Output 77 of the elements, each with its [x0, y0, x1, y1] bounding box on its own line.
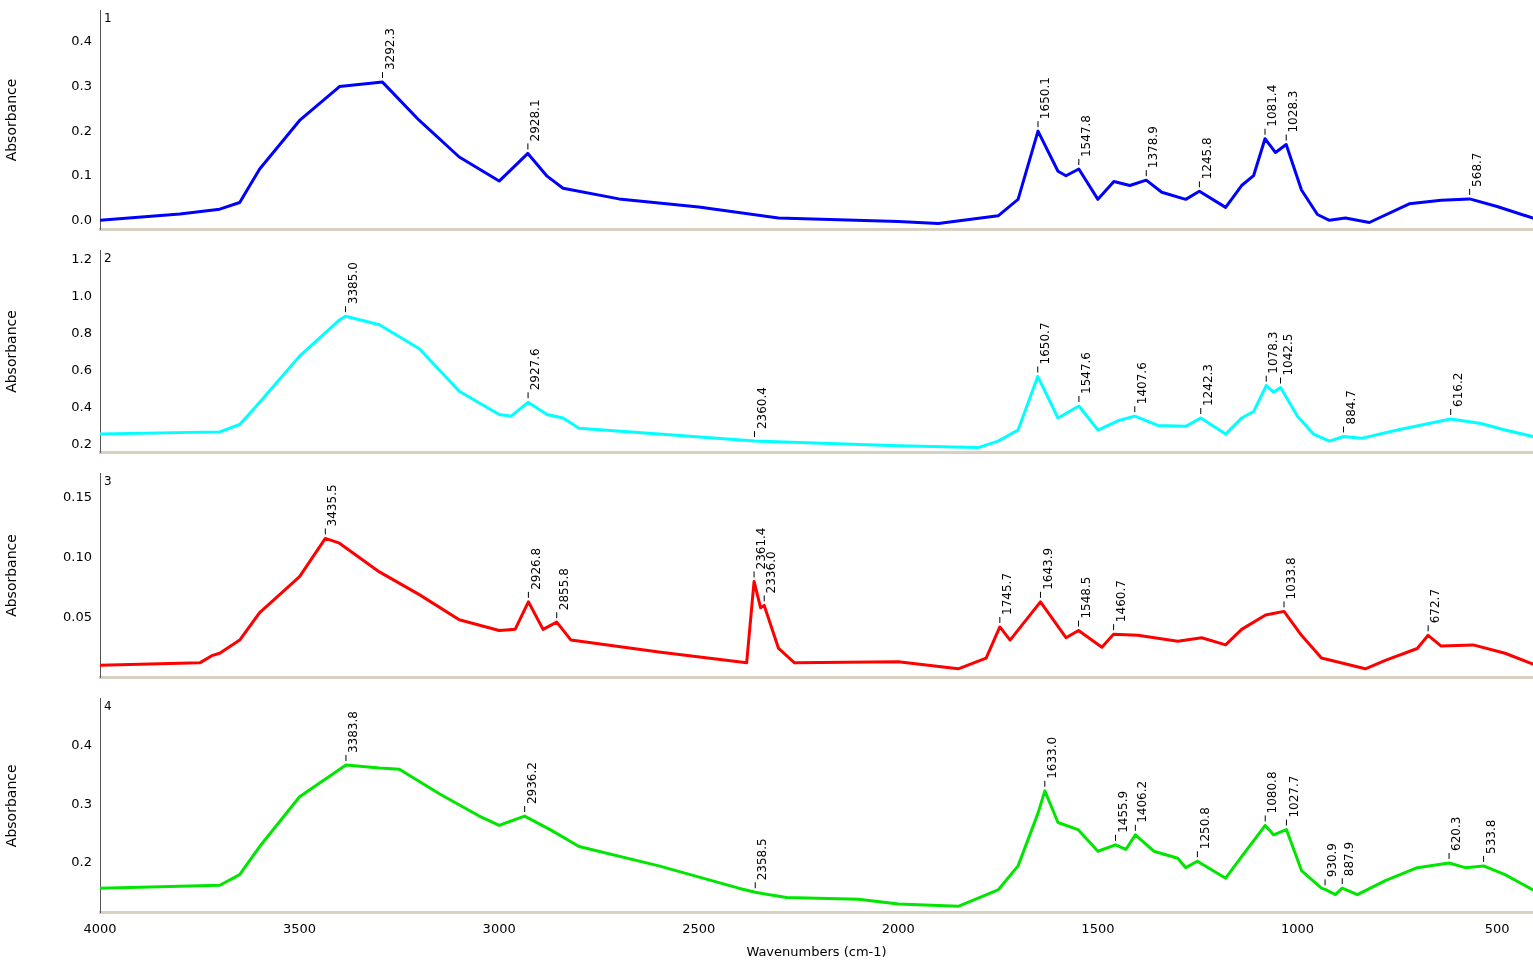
annotation: 3383.8 [346, 711, 361, 754]
y-tick-label: 0.8 [71, 325, 92, 341]
annotation: 1407.6 [1134, 362, 1149, 405]
y-tick-label: 0.2 [71, 436, 92, 452]
annotation: 2360.4 [754, 387, 769, 430]
annotation: 1042.5 [1280, 333, 1295, 376]
y-tick-label: 0.4 [71, 399, 92, 415]
annotation: 2926.8 [528, 547, 543, 590]
annotation: 1406.2 [1135, 780, 1150, 823]
y-axis-title: Absorbance [3, 310, 20, 393]
annotation: 1242.3 [1200, 364, 1215, 407]
annotation: 2928.1 [527, 99, 542, 142]
y-tick-label: 0.4 [71, 33, 92, 49]
y-tick-label: 0.3 [71, 795, 92, 811]
y-tick-label: 0.2 [71, 122, 92, 138]
annotation: 1 [104, 10, 112, 25]
annotation: 884.7 [1343, 390, 1358, 425]
annotation: 1548.5 [1078, 576, 1093, 619]
annotation: 1081.4 [1265, 84, 1280, 127]
y-tick-label: 0.05 [63, 608, 92, 624]
annotation: 3 [104, 473, 112, 488]
annotation: 1650.1 [1038, 77, 1053, 120]
annotation: 4 [104, 698, 112, 713]
y-tick-label: 0.4 [71, 737, 92, 753]
annotation: 1650.7 [1037, 322, 1052, 365]
x-tick-label: 3500 [283, 920, 317, 936]
annotation: 1745.7 [999, 572, 1014, 615]
x-tick-label: 2000 [881, 920, 915, 936]
annotation: 1250.8 [1197, 807, 1212, 850]
x-tick-label: 500 [1484, 920, 1510, 936]
annotation: 2358.5 [755, 838, 770, 881]
annotation: 2855.8 [556, 568, 571, 611]
annotation: 1455.9 [1115, 790, 1130, 833]
x-tick-label: 4000 [83, 920, 117, 936]
y-axis-title: Absorbance [3, 764, 20, 848]
annotation: 672.7 [1428, 588, 1443, 624]
y-tick-label: 0.1 [71, 167, 92, 183]
annotation: 2 [104, 250, 112, 265]
annotation: 1633.0 [1044, 736, 1059, 779]
y-tick-label: 0.0 [71, 211, 92, 227]
annotation: 1547.6 [1079, 352, 1094, 395]
annotation: 568.7 [1469, 152, 1484, 187]
annotation: 533.8 [1483, 819, 1498, 854]
annotation: 887.9 [1342, 841, 1357, 877]
y-tick-label: 0.15 [63, 489, 92, 505]
annotation: 3435.5 [325, 484, 340, 527]
y-axis-title: Absorbance [3, 534, 20, 617]
y-tick-label: 0.3 [71, 77, 92, 93]
x-tick-label: 3000 [482, 920, 516, 936]
annotation: 616.2 [1450, 372, 1465, 407]
annotation: 1643.9 [1040, 547, 1055, 590]
annotation: 1460.7 [1113, 580, 1128, 623]
annotation: 1078.3 [1266, 331, 1281, 374]
y-axis-title: Absorbance [3, 78, 20, 162]
annotation: 930.9 [1325, 842, 1340, 878]
annotation: 3292.3 [382, 28, 397, 71]
x-tick-label: 1500 [1081, 920, 1115, 936]
y-tick-label: 1.2 [71, 251, 92, 267]
annotation: 3385.0 [345, 262, 360, 305]
y-tick-label: 1.0 [71, 288, 92, 304]
annotation: 2927.6 [528, 348, 543, 391]
x-axis-title: Wavenumbers (cm-1) [746, 943, 887, 959]
annotation: 2336.0 [764, 551, 779, 594]
annotation: 1027.7 [1286, 775, 1301, 818]
y-tick-label: 0.6 [71, 362, 92, 378]
annotation: 1245.8 [1199, 137, 1214, 180]
x-tick-label: 1000 [1280, 920, 1315, 936]
x-tick-label: 2500 [682, 920, 716, 936]
annotation: 1033.8 [1284, 557, 1299, 600]
annotation: 620.3 [1449, 816, 1464, 851]
annotation: 2936.2 [524, 762, 539, 805]
annotation: 1547.8 [1078, 115, 1093, 158]
annotation: 1080.8 [1265, 771, 1280, 814]
y-tick-label: 0.10 [63, 548, 92, 564]
annotation: 1028.3 [1286, 90, 1301, 133]
y-tick-label: 0.2 [71, 854, 92, 870]
annotation: 1378.9 [1146, 126, 1161, 169]
